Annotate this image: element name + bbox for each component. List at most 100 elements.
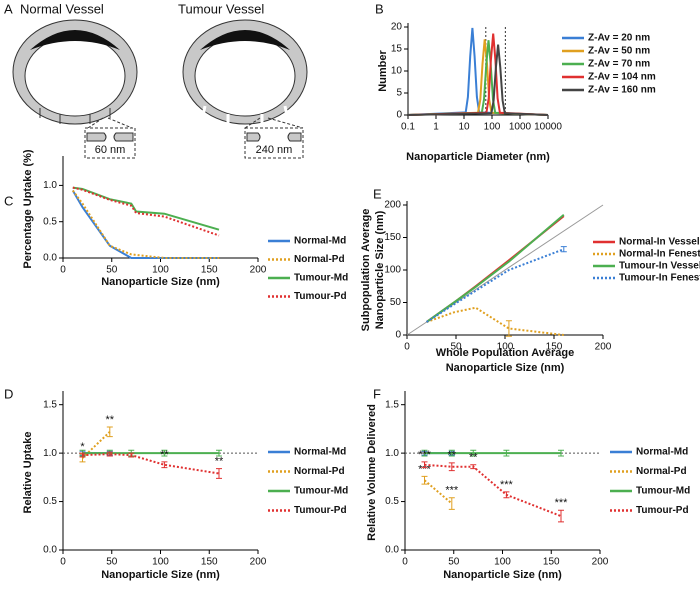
- significance-label: **: [215, 456, 224, 468]
- y-tick-label: 1.5: [43, 399, 57, 410]
- panel-letter: D: [4, 386, 13, 401]
- y-tick-label: 1.0: [43, 448, 57, 459]
- vessel-lumen: [24, 35, 126, 117]
- error-bar: [448, 497, 455, 510]
- series-line: [82, 453, 220, 475]
- significance-label: ***: [418, 463, 432, 475]
- x-tick-label: 0: [402, 557, 408, 568]
- y-tick-label: 0.0: [43, 545, 57, 556]
- legend-label: Z-Av = 20 nm: [588, 33, 650, 44]
- legend-label: Normal-Md: [294, 236, 346, 247]
- zoom-lines: [87, 117, 133, 129]
- series-line: [426, 306, 564, 336]
- legend-label: Normal-In Fenestrae: [619, 249, 700, 260]
- error-bar: [448, 462, 455, 472]
- legend-label: Tumour-Pd: [636, 505, 689, 516]
- x-tick-label: 100: [494, 557, 511, 568]
- x-axis-label: Whole Population Average: [436, 347, 575, 359]
- y-tick-label: 50: [390, 297, 402, 308]
- x-tick-label: 100: [152, 557, 169, 568]
- x-tick-label: 150: [201, 557, 218, 568]
- significance-label: **: [469, 452, 478, 464]
- y-tick-label: 1.0: [385, 448, 399, 459]
- x-tick-label: 100: [484, 122, 501, 133]
- series-line: [407, 27, 549, 116]
- legend-label: Normal-Pd: [636, 466, 687, 477]
- legend-label: Tumour-Md: [294, 486, 348, 497]
- error-bar: [421, 449, 428, 457]
- legend-label: Tumour-Md: [636, 486, 690, 497]
- error-bar: [421, 461, 428, 469]
- error-bar: [106, 451, 113, 457]
- legend-label: Normal-Md: [294, 447, 346, 458]
- gap-cells: [86, 132, 134, 142]
- x-tick-label: 200: [250, 557, 267, 568]
- x-tick-label: 150: [546, 342, 563, 353]
- panel-letter: B: [375, 1, 384, 16]
- y-axis-label: Relative Uptake: [22, 432, 34, 514]
- series-line: [71, 189, 219, 259]
- error-bar: [216, 468, 222, 479]
- y-tick-label: 1.5: [385, 399, 399, 410]
- series-line: [407, 40, 549, 116]
- y-tick-label: 10: [391, 66, 403, 77]
- x-axis-label: Nanoparticle Size (nm): [443, 569, 562, 581]
- y-axis-label: Relative Volume Delivered: [366, 404, 378, 541]
- vessel-cell: [200, 30, 290, 50]
- x-axis-label: Nanoparticle Size (nm): [101, 276, 220, 288]
- error-bar: [106, 426, 113, 438]
- error-bar: [128, 452, 135, 458]
- legend-label: Tumour-In Fenestrae: [619, 273, 700, 284]
- y-axis-label: Percentage Uptake (%): [22, 149, 34, 269]
- x-tick-label: 10000: [534, 122, 562, 133]
- x-tick-label: 200: [595, 342, 612, 353]
- vessel-cell: [30, 30, 120, 50]
- y-tick-label: 5: [396, 88, 402, 99]
- legend-label: Normal-Pd: [294, 254, 345, 265]
- error-bar: [161, 461, 168, 469]
- significance-label: ***: [418, 449, 432, 461]
- y-tick-label: 200: [384, 200, 401, 211]
- significance-label: **: [448, 450, 457, 462]
- error-bar: [470, 464, 477, 470]
- legend-label: Normal-Pd: [294, 466, 345, 477]
- error-bar: [558, 509, 564, 523]
- vessel-title: Normal Vessel: [20, 1, 104, 16]
- error-bar: [503, 449, 510, 457]
- y-tick-label: 0.0: [385, 545, 399, 556]
- error-bar: [558, 449, 564, 457]
- series-line: [72, 186, 220, 237]
- panel-letter: F: [373, 386, 381, 401]
- series-line: [407, 33, 549, 116]
- vessel-lumen: [194, 35, 296, 117]
- significance-label: **: [160, 449, 169, 461]
- significance-label: **: [106, 414, 115, 426]
- significance-label: ***: [500, 479, 514, 491]
- x-tick-label: 1: [433, 122, 439, 133]
- zoom-lines: [244, 117, 304, 129]
- series-line: [407, 39, 549, 116]
- legend-label: Tumour-Pd: [294, 505, 347, 516]
- legend-label: Z-Av = 160 nm: [588, 85, 656, 96]
- significance-label: *: [80, 441, 85, 453]
- x-tick-label: 10: [458, 122, 470, 133]
- y-tick-label: 150: [384, 232, 401, 243]
- y-tick-label: 0.5: [43, 216, 57, 227]
- legend-label: Z-Av = 50 nm: [588, 46, 650, 57]
- significance-label: ***: [445, 485, 459, 497]
- y-tick-label: 0: [396, 110, 402, 121]
- x-tick-label: 0: [60, 557, 66, 568]
- x-tick-label: 100: [152, 265, 169, 276]
- error-bar: [470, 449, 477, 457]
- y-tick-label: 15: [391, 44, 403, 55]
- x-tick-label: 50: [450, 342, 462, 353]
- legend-label: Normal-Md: [636, 447, 688, 458]
- error-bar: [161, 449, 168, 457]
- panel-letter: E: [373, 186, 382, 201]
- y-tick-label: 0.5: [385, 496, 399, 507]
- y-tick-label: 100: [384, 265, 401, 276]
- gap-label: 240 nm: [256, 144, 293, 156]
- y-tick-label: 20: [391, 22, 403, 33]
- error-bar: [216, 449, 222, 457]
